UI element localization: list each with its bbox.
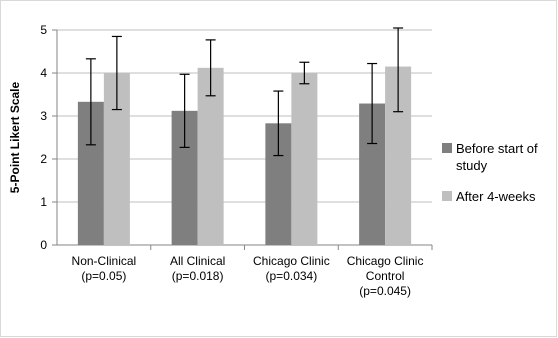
legend-label-after: After 4-weeks <box>456 189 536 204</box>
legend-swatch-after <box>442 191 452 201</box>
x-category-label: All Clinical (p=0.018) <box>170 254 225 283</box>
y-tick-label: 1 <box>40 195 47 209</box>
bar-after <box>291 73 318 245</box>
x-category-label: Non-Clinical (p=0.05) <box>72 254 137 283</box>
x-category-label: Chicago Clinic (p=0.034) <box>253 254 330 283</box>
x-category-label: Chicago Clinic Control (p=0.045) <box>347 254 424 298</box>
bar-after <box>197 67 224 245</box>
y-tick-label: 2 <box>40 152 47 166</box>
y-axis-label: 5-Point Likert Scale <box>8 81 22 193</box>
y-tick-label: 0 <box>40 238 47 252</box>
y-tick-label: 5 <box>40 23 47 37</box>
y-tick-label: 4 <box>40 66 47 80</box>
legend-swatch-before <box>442 143 452 153</box>
y-tick-label: 3 <box>40 109 47 123</box>
legend-label-before: Before start of study <box>456 141 538 173</box>
